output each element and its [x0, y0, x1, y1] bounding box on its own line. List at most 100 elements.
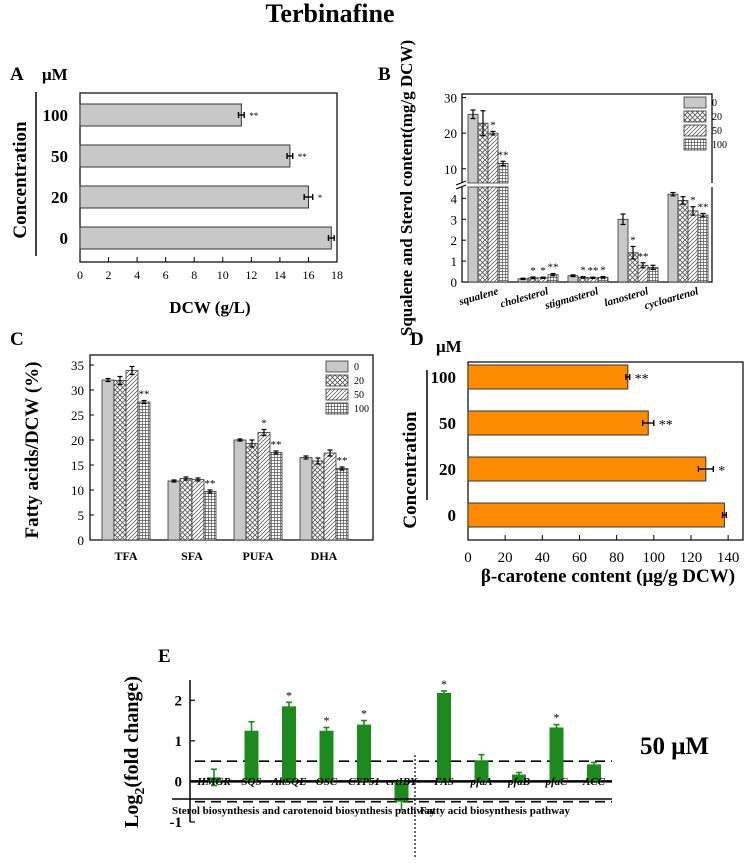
category-label: OSC — [316, 776, 338, 788]
x-tick-label: 100 — [643, 550, 666, 566]
x-tick-label: 12 — [245, 268, 257, 282]
panel-letter: B — [378, 64, 391, 85]
plot-frame — [467, 361, 744, 541]
panel-letter: C — [10, 329, 24, 350]
category-label: pfaB — [507, 776, 530, 788]
y-tick-label: 1 — [175, 734, 183, 750]
category-label: DHA — [311, 549, 338, 563]
significance-marker: * — [490, 119, 496, 131]
significance-marker: * — [554, 711, 560, 725]
category-label: ACC — [582, 776, 606, 788]
category-label: 100 — [431, 368, 457, 387]
legend-swatch-100 — [325, 402, 349, 415]
bar-TFA-0 — [101, 379, 115, 541]
bar-pfaB — [512, 774, 526, 782]
group-label: Fatty acid biosynthesis pathway — [420, 805, 571, 817]
bar-TFA-50 — [125, 370, 139, 541]
y-tick-label: 15 — [71, 458, 84, 473]
significance-marker: * — [580, 265, 586, 277]
significance-marker: ** — [635, 372, 649, 387]
bar-cycloartenol-50 — [687, 210, 699, 283]
bar-SFA-20 — [179, 478, 193, 541]
category-label: 20 — [439, 460, 456, 479]
category-label: cycloartenol — [643, 285, 701, 312]
x-axis-title: β-carotene content (μg/g DCW) — [481, 566, 735, 587]
significance-marker: * — [690, 195, 696, 207]
category-label: squalene — [457, 285, 500, 308]
group-label: Sterol biosynthesis and carotenoid biosy… — [172, 805, 436, 817]
y-tick-label: 2 — [451, 233, 458, 248]
bar-DHA-50 — [323, 452, 337, 541]
y-tick-label: -1 — [170, 815, 183, 831]
bar-squalene-0 — [467, 113, 479, 184]
significance-marker: ** — [588, 265, 599, 277]
significance-marker: ** — [659, 418, 673, 433]
category-label: 20 — [51, 188, 68, 207]
y-axis-title: Squalene and Sterol content(mg/g DCW) — [397, 40, 416, 336]
significance-marker: * — [318, 193, 323, 203]
bar-100 — [467, 364, 629, 390]
panel-letter: D — [410, 329, 424, 350]
bar-pfaA — [474, 760, 489, 782]
category-label: SFA — [181, 549, 203, 563]
bar-cycloartenol-100 — [697, 214, 709, 283]
significance-marker: * — [361, 707, 367, 721]
y-axis-title-rest: (fold change) — [121, 676, 143, 788]
significance-marker: ** — [205, 478, 216, 490]
legend-label: 0 — [354, 362, 359, 373]
x-tick-label: 0 — [464, 550, 472, 566]
x-tick-label: 8 — [191, 268, 197, 282]
bar-lanosterol-0 — [617, 218, 629, 283]
y-tick-label: 0 — [175, 774, 183, 790]
category-label: SQS — [241, 776, 261, 788]
legend-label: 100 — [354, 404, 369, 415]
legend-label: 50 — [712, 126, 722, 137]
panel-e: E -1 0 1 2 HMGR SQS * AltSQE * OSC * CYP51 crtIBY * FAS… — [121, 646, 709, 857]
panel-letter: E — [158, 646, 171, 667]
category-label: crtIBY — [386, 776, 418, 788]
y-tick-label: 5 — [78, 508, 85, 523]
x-tick-label: 60 — [572, 550, 587, 566]
significance-marker: * — [261, 418, 267, 430]
category-label: FAS — [433, 776, 454, 788]
significance-marker: * — [540, 265, 546, 277]
y-axis-title: Fatty acids/DCW (%) — [22, 362, 43, 539]
y-tick-label: 0 — [451, 275, 458, 290]
bar-50 — [467, 410, 649, 436]
y-tick-label: 25 — [71, 408, 84, 423]
legend-swatch-50 — [683, 124, 707, 137]
x-tick-label: 6 — [163, 268, 169, 282]
bar-TFA-100 — [137, 401, 151, 541]
legend-label: 0 — [712, 98, 717, 109]
x-tick-label: 140 — [717, 550, 740, 566]
bar-squalene-100 — [497, 163, 509, 184]
x-tick-label: 16 — [302, 268, 314, 282]
unit-label: μM — [42, 65, 68, 84]
bar-OSC — [319, 730, 334, 782]
bar-squalene-0-lower — [467, 186, 479, 283]
legend-label: 20 — [712, 112, 722, 123]
bar-DHA-100 — [335, 468, 349, 541]
bar-20 — [79, 185, 309, 209]
category-label: pfaC — [545, 776, 569, 788]
legend-swatch-0 — [325, 360, 349, 373]
significance-marker: * — [441, 677, 447, 691]
x-tick-label: 80 — [609, 550, 624, 566]
significance-marker: * — [286, 688, 292, 702]
legend-swatch-20 — [683, 110, 707, 123]
significance-marker: ** — [638, 251, 649, 263]
bar-0 — [467, 502, 725, 528]
x-tick-label: 4 — [134, 268, 140, 282]
y-tick-label: 30 — [444, 91, 457, 106]
y-tick-label: 1 — [451, 254, 458, 269]
category-label: HMGR — [196, 776, 231, 788]
bar-PUFA-20 — [245, 443, 259, 541]
figure-title: Terbinafine — [265, 0, 394, 28]
significance-marker: ** — [548, 262, 559, 274]
significance-marker: * — [530, 265, 536, 277]
y-tick-label: 30 — [71, 383, 84, 398]
axis-break-mark — [455, 184, 467, 190]
